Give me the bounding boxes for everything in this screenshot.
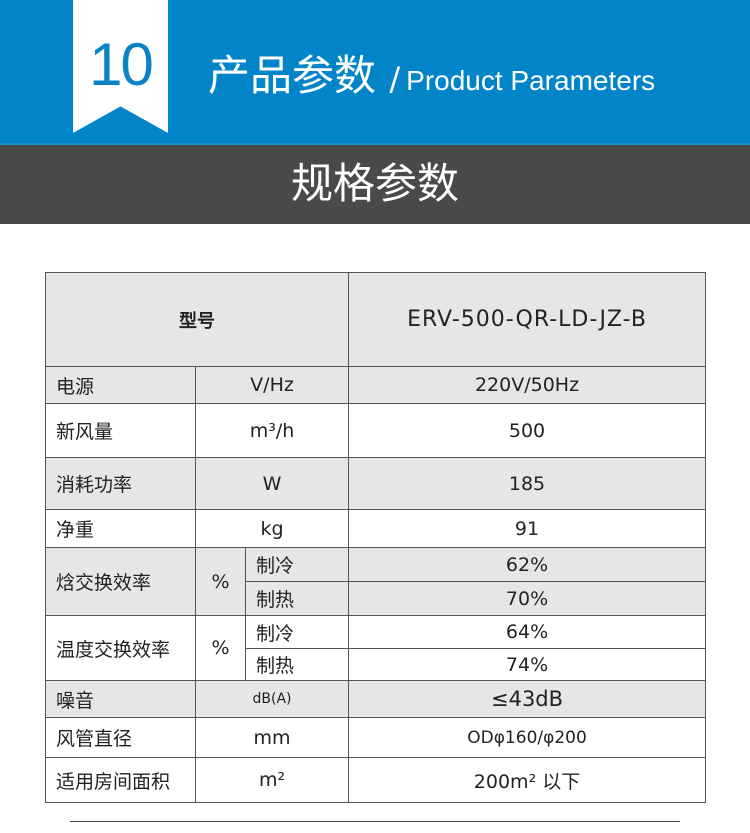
row-label: 消耗功率: [45, 457, 196, 510]
table-row: 焓交换效率% 制冷 62%: [45, 547, 707, 616]
row-label: 适用房间面积: [45, 757, 196, 803]
row-label: 噪音: [45, 680, 196, 718]
row-label: 新风量: [45, 403, 196, 458]
header-banner: 10 产品参数 / Product Parameters: [0, 0, 750, 143]
row-value: 200m² 以下: [348, 757, 707, 803]
table-row: 风管直径 mm ODφ160/φ200: [45, 717, 707, 758]
row-label: 焓交换效率: [45, 547, 196, 616]
row-unit: dB(A): [194, 680, 350, 718]
table-row: 消耗功率 W 185: [45, 457, 707, 510]
row-value: 74%: [348, 648, 707, 681]
table-row: 净重 kg 91: [45, 509, 707, 548]
row-unit: V/Hz: [194, 366, 350, 404]
row-value: 64%: [348, 615, 707, 649]
spec-table: 型号 ERV-500-QR-LD-JZ-B 电源 V/Hz 220V/50Hz 新风量…: [44, 272, 707, 803]
title-cn: 产品参数: [208, 51, 377, 100]
row-unit: %: [195, 547, 246, 616]
row-value: 91: [348, 509, 707, 548]
row-unit: kg: [194, 509, 350, 548]
row-value: ODφ160/φ200: [348, 717, 707, 758]
row-value: 220V/50Hz: [348, 366, 707, 404]
section-number: 10: [89, 31, 154, 98]
row-unit: %: [195, 615, 246, 681]
page-title: 产品参数 / Product Parameters: [208, 42, 655, 103]
title-en: Product Parameters: [406, 65, 656, 96]
table-row: 制热 74%: [46, 648, 707, 681]
title-separator: /: [389, 60, 401, 98]
row-value: 500: [348, 403, 707, 458]
model-value: ERV-500-QR-LD-JZ-B: [348, 272, 707, 367]
row-label: 净重: [45, 509, 196, 548]
row-unit: W: [194, 457, 350, 510]
row-value: 62%: [348, 547, 707, 582]
table-row: 电源 V/Hz 220V/50Hz: [45, 366, 707, 404]
row-unit: mm: [194, 717, 350, 758]
row-label: 温度交换效率: [45, 615, 196, 681]
table-row: 型号 ERV-500-QR-LD-JZ-B: [44, 272, 707, 367]
table-row: 噪音 dB(A) ≤43dB: [45, 680, 707, 718]
model-label: 型号: [44, 272, 350, 367]
row-value: 185: [348, 457, 707, 510]
row-unit: m³/h: [194, 403, 350, 458]
table-row: 新风量 m³/h 500: [45, 403, 707, 458]
row-mode: 制热: [244, 581, 350, 616]
row-value: 70%: [348, 581, 707, 616]
row-mode: 制冷: [244, 615, 350, 649]
section-bar: 规格参数: [0, 143, 750, 224]
section-title: 规格参数: [290, 159, 459, 208]
row-mode: 制冷: [244, 547, 350, 582]
table-row: 制热 70%: [46, 581, 707, 616]
footer-divider: [70, 821, 680, 822]
table-row: 适用房间面积 m² 200m² 以下: [45, 757, 707, 803]
row-unit: m²: [194, 757, 350, 803]
row-label: 风管直径: [45, 717, 196, 758]
row-value: ≤43dB: [348, 680, 707, 718]
row-label: 电源: [45, 366, 196, 404]
table-row: 温度交换效率% 制冷 64%: [45, 615, 707, 681]
row-mode: 制热: [244, 648, 350, 681]
